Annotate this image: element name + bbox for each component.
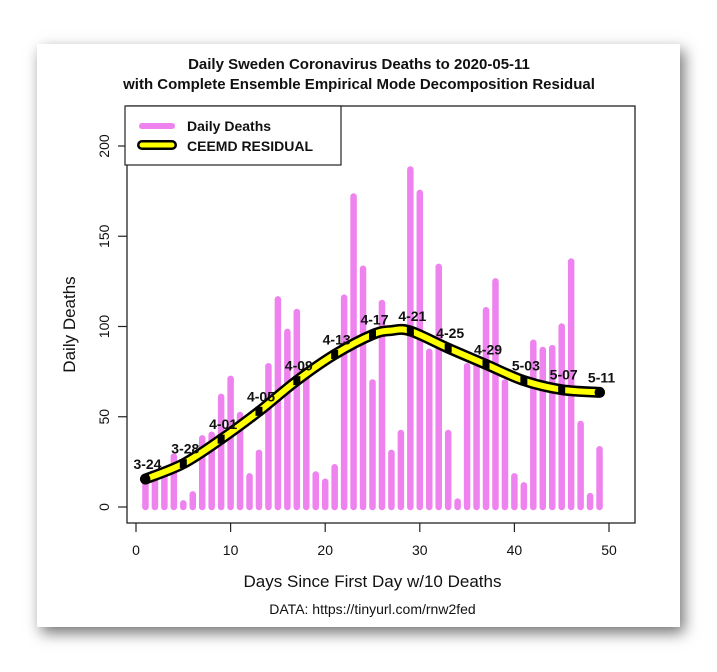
data-source-caption: DATA: https://tinyurl.com/rnw2fed: [269, 601, 475, 617]
residual-point-marker: [406, 326, 414, 336]
residual-point-marker: [482, 359, 490, 369]
legend: Daily Deaths CEEMD RESIDUAL: [124, 105, 342, 166]
chart-subtitle: with Complete Ensemble Empirical Mode De…: [122, 76, 595, 93]
point-label-4-17: 4-17: [360, 312, 388, 328]
x-tick-label: 30: [412, 542, 428, 558]
point-label-5-03: 5-03: [512, 358, 540, 374]
chart: Daily Sweden Coronavirus Deaths to 2020-…: [60, 56, 636, 617]
residual-point-marker: [179, 459, 187, 469]
x-tick-label: 0: [132, 542, 140, 558]
residual-end-cap: [594, 387, 605, 398]
residual-point-marker: [217, 434, 225, 444]
y-tick-label: 200: [96, 134, 112, 158]
x-axis: 0 10 20 30 40 50: [132, 523, 617, 558]
point-label-4-05: 4-05: [247, 388, 275, 404]
x-axis-title: Days Since First Day w/10 Deaths: [244, 572, 502, 591]
y-tick-label: 150: [96, 224, 112, 248]
x-tick-label: 50: [601, 542, 617, 558]
y-axis: 0 50 100 150 200: [96, 134, 127, 511]
point-label-4-29: 4-29: [474, 341, 502, 357]
point-labels-group: 3-24 3-28 4-01 4-05 4-09 4-13 4-17 4-21 4-25 4-29…: [133, 308, 615, 472]
point-label-3-28: 3-28: [171, 441, 199, 457]
legend-box: [124, 105, 342, 166]
residual-curve-group: [139, 323, 606, 485]
y-axis-title: Daily Deaths: [60, 276, 79, 372]
point-label-4-01: 4-01: [209, 416, 237, 432]
chart-title: Daily Sweden Coronavirus Deaths to 2020-…: [188, 56, 530, 73]
point-label-5-11: 5-11: [588, 369, 615, 385]
residual-point-marker: [520, 376, 528, 386]
residual-point-marker: [444, 343, 452, 353]
point-label-4-21: 4-21: [398, 308, 426, 324]
residual-point-marker: [293, 376, 301, 386]
point-label-4-13: 4-13: [323, 331, 351, 347]
residual-start-cap: [140, 474, 151, 485]
x-tick-label: 40: [507, 542, 523, 558]
y-tick-label: 0: [96, 503, 112, 511]
residual-point-marker: [369, 330, 376, 340]
y-tick-label: 100: [96, 315, 112, 339]
plot-frame: [126, 105, 636, 524]
legend-label-daily-deaths: Daily Deaths: [187, 118, 271, 134]
legend-label-residual: CEEMD RESIDUAL: [187, 138, 313, 154]
residual-point-marker: [558, 385, 566, 395]
point-label-4-25: 4-25: [436, 325, 464, 341]
y-tick-label: 50: [96, 409, 112, 425]
point-label-5-07: 5-07: [550, 367, 578, 383]
point-label-4-09: 4-09: [285, 358, 313, 374]
residual-point-marker: [255, 406, 263, 416]
point-label-3-24: 3-24: [133, 456, 161, 472]
chart-card: Daily Sweden Coronavirus Deaths to 2020-…: [37, 44, 680, 627]
residual-point-marker: [331, 349, 339, 359]
x-tick-label: 20: [317, 542, 333, 558]
x-tick-label: 10: [223, 542, 239, 558]
bars-group: [142, 166, 603, 511]
